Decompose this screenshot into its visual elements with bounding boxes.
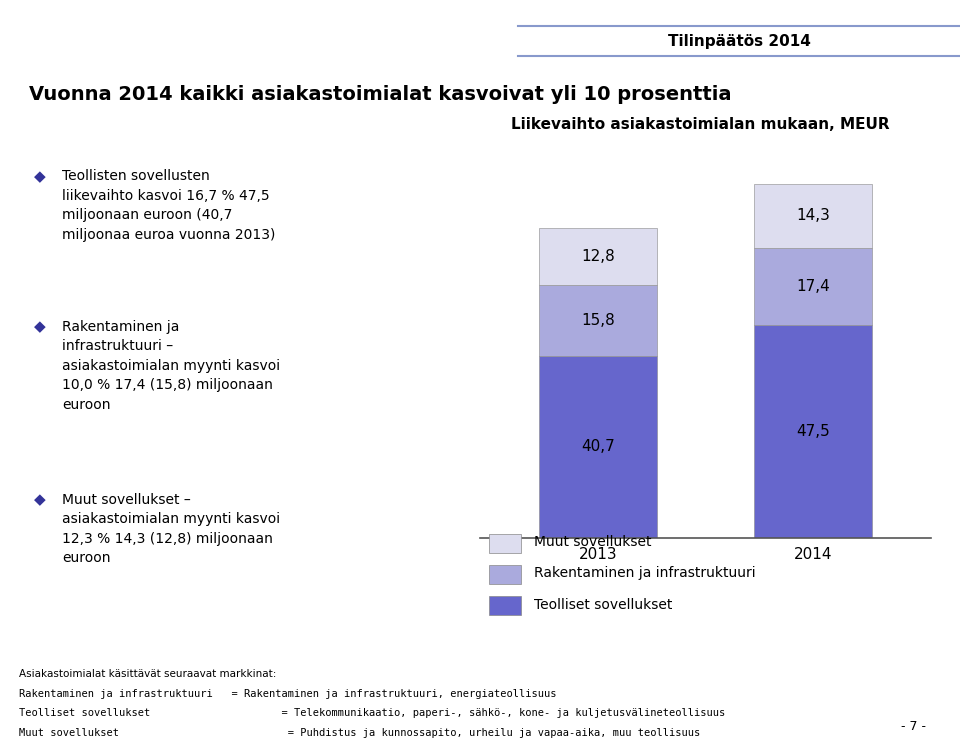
Text: Vuonna 2014 kaikki asiakastoimialat kasvoivat yli 10 prosenttia: Vuonna 2014 kaikki asiakastoimialat kasv…: [29, 84, 732, 104]
Text: ◆: ◆: [34, 169, 45, 184]
Text: Rakentaminen ja
infrastruktuuri –
asiakastoimialan myynti kasvoi
10,0 % 17,4 (15: Rakentaminen ja infrastruktuuri – asiaka…: [62, 320, 280, 411]
Text: Muut sovellukset –
asiakastoimialan myynti kasvoi
12,3 % 14,3 (12,8) miljoonaan
: Muut sovellukset – asiakastoimialan myyn…: [62, 493, 280, 565]
Text: Liikevaihto asiakastoimialan mukaan, MEUR: Liikevaihto asiakastoimialan mukaan, MEU…: [512, 117, 890, 132]
Text: ◆: ◆: [34, 493, 45, 508]
Bar: [540, 285, 658, 356]
Bar: [754, 326, 872, 538]
Text: 15,8: 15,8: [582, 313, 615, 328]
Text: Rakentaminen ja infrastruktuuri: Rakentaminen ja infrastruktuuri: [534, 566, 756, 581]
Text: 47,5: 47,5: [796, 424, 829, 439]
Bar: [754, 183, 872, 247]
Text: ◆: ◆: [34, 320, 45, 335]
Bar: [489, 596, 520, 615]
Bar: [754, 247, 872, 326]
Text: Teolliset sovellukset: Teolliset sovellukset: [534, 598, 673, 611]
Text: Muut sovellukset                           = Puhdistus ja kunnossapito, urheilu : Muut sovellukset = Puhdistus ja kunnossa…: [19, 728, 701, 738]
Bar: [489, 534, 520, 553]
Bar: [540, 228, 658, 285]
Text: Muut sovellukset: Muut sovellukset: [534, 535, 652, 549]
Text: 40,7: 40,7: [582, 439, 615, 454]
Text: 17,4: 17,4: [796, 279, 829, 294]
Bar: [489, 565, 520, 584]
Text: 12,8: 12,8: [582, 249, 615, 264]
Text: 14,3: 14,3: [796, 208, 830, 223]
Text: Asiakastoimialat käsittävät seuraavat markkinat:: Asiakastoimialat käsittävät seuraavat ma…: [19, 669, 276, 679]
Text: Rakentaminen ja infrastruktuuri   = Rakentaminen ja infrastruktuuri, energiateol: Rakentaminen ja infrastruktuuri = Rakent…: [19, 689, 557, 699]
Bar: [540, 356, 658, 538]
Text: - 7 -: - 7 -: [901, 720, 926, 733]
Text: Tilinpäätös 2014: Tilinpäätös 2014: [668, 34, 810, 49]
Text: Teollisten sovellusten
liikevaihto kasvoi 16,7 % 47,5
miljoonaan euroon (40,7
mi: Teollisten sovellusten liikevaihto kasvo…: [62, 169, 276, 241]
Text: Teolliset sovellukset                     = Telekommunikaatio, paperi-, sähkö-, : Teolliset sovellukset = Telekommunikaati…: [19, 708, 726, 718]
